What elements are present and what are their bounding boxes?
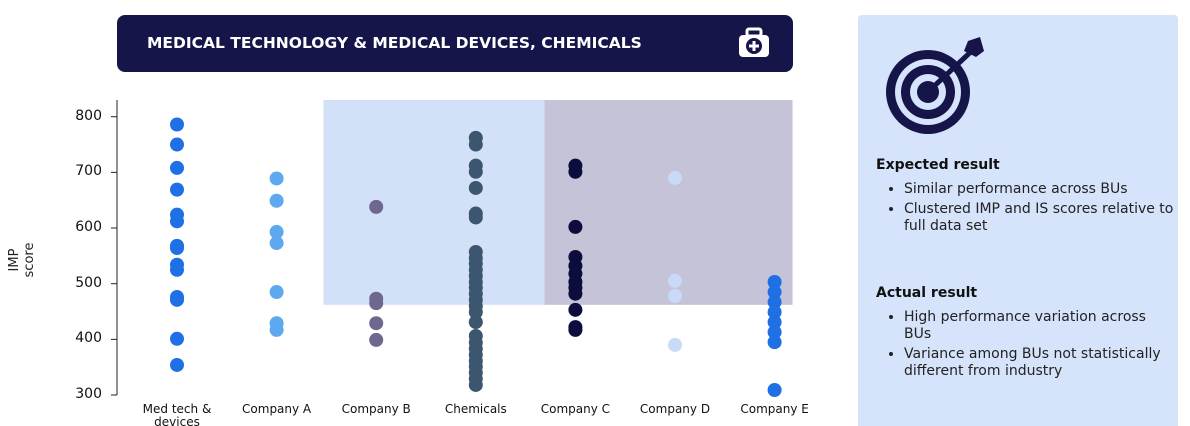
dot [767,335,782,350]
list-item: High performance variation across BUs [904,309,1174,343]
y-tick-label: 500 [75,274,102,291]
dot [568,219,583,234]
dot [170,214,184,229]
shaded-region [544,100,793,305]
dot [269,224,284,239]
dot [767,285,782,300]
shaded-region [323,100,545,305]
target-icon [886,37,984,134]
dot [668,337,682,352]
dot [170,117,184,132]
list-item: Clustered IMP and IS scores relative to … [904,201,1174,235]
dot [170,331,184,346]
dot [468,164,483,179]
x-tick-label: Med tech & devices [142,402,212,426]
y-tick-label: 600 [75,219,102,236]
dot [767,275,782,290]
dot [468,210,483,225]
dot [668,273,682,288]
dot [269,322,284,337]
x-tick-label: Chemicals [444,402,507,416]
list-item: Variance among BUs not statistically dif… [904,346,1174,380]
y-tick-label: 800 [75,107,102,124]
dot [369,296,384,311]
dot [269,285,284,300]
dot [369,316,384,331]
dot [568,302,583,317]
dot [767,315,782,330]
dot [269,171,284,186]
list-item: Similar performance across BUs [904,181,1174,198]
dot [468,180,483,195]
dot [369,332,384,347]
dot [170,137,184,152]
actual-heading: Actual result [876,285,978,301]
chart-title: MEDICAL TECHNOLOGY & MEDICAL DEVICES, CH… [147,34,642,52]
expected-list: Similar performance across BUs Clustered… [876,181,1174,238]
dot [170,160,184,175]
y-tick-label: 300 [75,386,102,402]
dot [468,315,483,330]
dot [369,199,384,214]
dot [170,241,184,256]
dot [767,295,782,310]
dot [767,325,782,340]
result-panel: Expected result Similar performance acro… [858,15,1178,426]
dot [468,305,483,320]
x-tick-label: Company B [341,402,411,416]
medical-kit-icon [739,27,769,57]
dot [468,137,483,152]
x-tick-label: Company E [740,402,809,416]
expected-heading: Expected result [876,157,1000,173]
dot [568,164,583,179]
dot [170,357,184,372]
dot [568,286,583,301]
dot [668,170,682,185]
dot [170,182,184,197]
dot [767,382,782,397]
dot [468,377,483,392]
y-axis-label: IMP score [7,242,37,278]
dot [568,322,583,337]
y-tick-label: 700 [75,163,102,180]
actual-list: High performance variation across BUs Va… [876,309,1174,383]
x-tick-label: Company C [540,402,611,416]
dot [170,292,184,307]
dot [668,288,682,303]
dot [269,193,284,208]
dot [767,305,782,320]
title-bar: MEDICAL TECHNOLOGY & MEDICAL DEVICES, CH… [117,15,793,72]
dot [269,236,284,251]
chart [111,100,793,397]
y-tick-label: 400 [75,330,102,347]
x-tick-label: Company A [242,402,312,416]
dot [170,262,184,277]
x-tick-label: Company D [639,402,711,416]
